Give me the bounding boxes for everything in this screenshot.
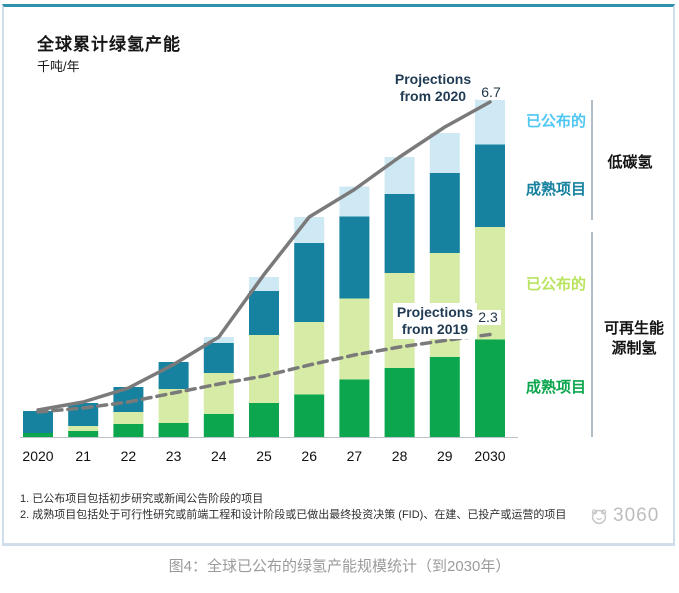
bar-segment-renewable-announced-27: [339, 298, 370, 380]
bar-segment-renewable-mature-27: [339, 379, 370, 437]
projection-2020-line: [36, 100, 492, 412]
bar-segment-lowcarbon-mature-25: [249, 291, 279, 335]
bar-segment-renewable-announced-24: [203, 373, 234, 414]
projection-2019-label: Projections: [397, 304, 473, 320]
series-label-lowcarbon-announced: 已公布的: [526, 112, 586, 130]
footnote-1: 1. 已公布项目包括初步研究或新闻公告阶段的项目: [20, 493, 264, 505]
bar-segment-lowcarbon-mature-27: [339, 216, 370, 299]
x-tick-28: 28: [392, 448, 408, 464]
bar-segment-lowcarbon-announced-24: [203, 337, 234, 343]
x-tick-23: 23: [166, 448, 182, 464]
bar-segment-renewable-mature-29: [429, 357, 460, 437]
projection-2020-end-bg: [478, 85, 504, 100]
x-tick-2020: 2020: [22, 448, 53, 464]
projection-2019-line: [36, 332, 492, 414]
bar-segment-lowcarbon-announced-29: [429, 133, 460, 173]
bar-segment-lowcarbon-mature-2030: [475, 144, 505, 227]
series-label-renewable-announced: 已公布的: [526, 275, 586, 293]
bar-segment-renewable-mature-23: [158, 423, 189, 437]
logo-3060: 3060: [588, 505, 659, 527]
projection-2020-label: from 2020: [400, 88, 466, 104]
figure-caption: 图4：全球已公布的绿氢产能规模统计（到2030年）: [168, 558, 511, 575]
capacity-chart: 2020 21 22 23 24 25 26 27 28 29 2030Projectionsfro…: [20, 71, 664, 464]
logo-text: 3060: [613, 505, 660, 526]
projection-2020-end-value: 6.7: [481, 84, 501, 100]
bar-segment-lowcarbon-mature-23: [158, 362, 189, 389]
bar-segment-lowcarbon-mature-29: [429, 173, 460, 253]
chart-unit-label: 千吨/年: [37, 59, 80, 74]
bar-segment-lowcarbon-mature-28: [384, 194, 415, 273]
footnotes: 1. 已公布项目包括初步研究或新闻公告阶段的项目 2. 成熟项目包括处于可行性研…: [20, 491, 600, 523]
chart-title: 全球累计绿氢产能: [37, 35, 181, 54]
bar-segment-renewable-mature-2020: [23, 433, 53, 437]
bar-segment-renewable-mature-2030: [475, 339, 505, 437]
bar-segment-renewable-mature-26: [294, 394, 325, 437]
bar-segment-renewable-mature-28: [384, 368, 415, 437]
bar-segment-renewable-mature-22: [113, 424, 144, 437]
series-label-renewable-mature: 成熟项目: [526, 378, 586, 396]
series-label-lowcarbon-mature: 成熟项目: [526, 180, 586, 198]
bar-segment-renewable-announced-25: [249, 335, 279, 403]
x-tick-24: 24: [211, 448, 227, 464]
bar-segment-renewable-mature-25: [249, 403, 279, 437]
renewable-hydrogen-label: 源制氢: [611, 339, 656, 357]
projection-2019-label: from 2019: [402, 321, 468, 337]
bar-segment-lowcarbon-mature-2020: [23, 411, 53, 433]
x-tick-21: 21: [75, 448, 91, 464]
x-tick-2030: 2030: [474, 448, 505, 464]
bar-segment-lowcarbon-mature-24: [203, 343, 234, 373]
bar-segment-renewable-announced-26: [294, 322, 325, 395]
x-tick-27: 27: [347, 448, 363, 464]
low-carbon-hydrogen-label: 低碳氢: [606, 153, 652, 171]
x-tick-25: 25: [256, 448, 272, 464]
bar-segment-renewable-announced-22: [113, 412, 144, 424]
x-tick-26: 26: [301, 448, 317, 464]
chart-card: 全球累计绿氢产能 千吨/年 2020 21 22 23 24 25 26 27 28 29 2030…: [2, 4, 675, 546]
bar-segment-renewable-mature-24: [203, 414, 234, 437]
projection-2019-label-bg: [393, 303, 477, 339]
x-tick-22: 22: [121, 448, 137, 464]
projection-2019-end-bg: [475, 310, 501, 325]
bar-segment-renewable-mature-21: [68, 431, 99, 437]
projection-2020-label: Projections: [395, 71, 471, 87]
x-tick-29: 29: [437, 448, 453, 464]
bar-segment-lowcarbon-mature-26: [294, 243, 325, 322]
mascot-icon: [591, 509, 607, 525]
projection-2019-end-value: 2.3: [478, 309, 498, 325]
renewable-hydrogen-label: 可再生能: [604, 319, 664, 337]
bar-segment-renewable-announced-21: [68, 426, 99, 431]
footnote-2: 2. 成熟项目包括处于可行性研究或前端工程和设计阶段或已做出最终投资决策 (FI…: [20, 509, 567, 521]
